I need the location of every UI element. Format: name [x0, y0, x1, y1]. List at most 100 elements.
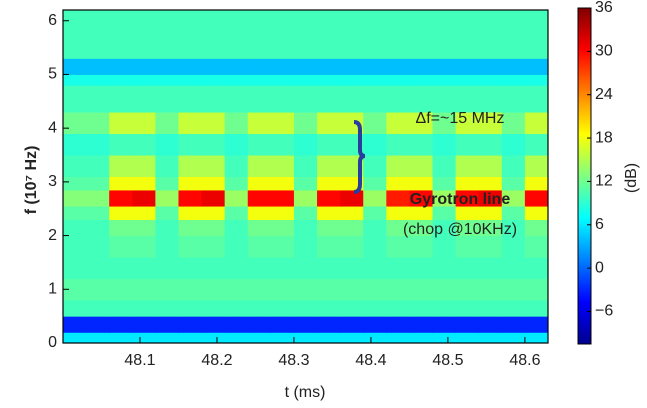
heatmap-cell — [478, 257, 503, 280]
heatmap-cell — [363, 10, 387, 38]
heatmap-cell — [132, 85, 156, 113]
heatmap-cell — [270, 235, 295, 258]
heatmap-cell — [293, 206, 318, 220]
heatmap-cell — [478, 85, 503, 113]
heatmap-cell — [247, 10, 272, 38]
heatmap-cell — [86, 206, 110, 220]
heatmap-cell — [63, 332, 87, 344]
heatmap-cell — [432, 112, 457, 135]
heatmap-cell — [270, 278, 295, 301]
heatmap-cell — [455, 219, 480, 237]
heatmap-cell — [224, 219, 249, 237]
heatmap-cell — [409, 58, 434, 75]
brace — [353, 120, 366, 194]
heatmap-cell — [432, 278, 457, 301]
heatmap-cell — [270, 74, 295, 86]
heatmap-cell — [178, 257, 203, 280]
heatmap-cell — [132, 300, 156, 317]
heatmap-cell — [224, 189, 249, 207]
heatmap-cell — [224, 58, 249, 75]
heatmap-cell — [247, 58, 272, 75]
heatmap-cell — [340, 189, 364, 207]
heatmap-cell — [63, 189, 87, 207]
heatmap-cell — [524, 332, 549, 344]
heatmap-cell — [432, 219, 457, 237]
heatmap-cell — [501, 257, 526, 280]
heatmap-cell — [63, 85, 87, 113]
heatmap-cell — [455, 36, 480, 59]
heatmap-cell — [201, 278, 226, 301]
heatmap-cell — [224, 257, 249, 280]
heatmap-cell — [247, 278, 272, 301]
heatmap-cell — [432, 206, 457, 220]
heatmap-cell — [524, 235, 549, 258]
heatmap-cell — [363, 85, 387, 113]
heatmap-cell — [409, 133, 434, 156]
heatmap-cell — [432, 155, 457, 177]
heatmap-cell — [432, 74, 457, 86]
heatmap-cell — [386, 74, 410, 86]
heatmap-cell — [478, 10, 503, 38]
heatmap-cell — [478, 316, 503, 333]
heatmap-cell — [178, 85, 203, 113]
heatmap-cell — [109, 10, 133, 38]
heatmap-cell — [109, 316, 133, 333]
heatmap-cell — [317, 176, 341, 191]
heatmap-cell — [317, 332, 341, 344]
heatmap-cell — [86, 189, 110, 207]
heatmap-cell — [201, 155, 226, 177]
heatmap-cell — [501, 316, 526, 333]
heatmap-cell — [386, 36, 410, 59]
heatmap-cell — [478, 332, 503, 344]
heatmap-cell — [247, 176, 272, 191]
heatmap-cell — [201, 133, 226, 156]
heatmap-cell — [501, 300, 526, 317]
heatmap-cell — [501, 235, 526, 258]
heatmap-cell — [63, 257, 87, 280]
heatmap-cell — [455, 332, 480, 344]
heatmap-cell — [409, 278, 434, 301]
heatmap-cell — [386, 85, 410, 113]
heatmap-cell — [409, 85, 434, 113]
heatmap-cell — [432, 85, 457, 113]
heatmap-cell — [455, 155, 480, 177]
heatmap-cell — [524, 176, 549, 191]
heatmap-cell — [432, 189, 457, 207]
heatmap-cell — [409, 112, 434, 135]
heatmap-cell — [363, 235, 387, 258]
heatmap-cell — [340, 278, 364, 301]
heatmap-cell — [178, 10, 203, 38]
heatmap-cell — [155, 219, 179, 237]
heatmap-cell — [109, 36, 133, 59]
heatmap-cell — [455, 10, 480, 38]
heatmap-cell — [63, 206, 87, 220]
heatmap-cell — [270, 206, 295, 220]
heatmap-cell — [155, 257, 179, 280]
x-tick-label: 48.2 — [201, 352, 232, 369]
heatmap-cell — [63, 58, 87, 75]
heatmap-cell — [317, 316, 341, 333]
heatmap-cell — [270, 155, 295, 177]
heatmap-cell — [178, 278, 203, 301]
heatmap-cell — [109, 206, 133, 220]
heatmap-cell — [178, 206, 203, 220]
heatmap-cell — [63, 36, 87, 59]
heatmap-cell — [363, 112, 387, 135]
heatmap-cell — [86, 133, 110, 156]
heatmap-cell — [386, 278, 410, 301]
heatmap-cell — [501, 155, 526, 177]
heatmap-cell — [363, 58, 387, 75]
heatmap-cell — [109, 219, 133, 237]
heatmap-cell — [455, 74, 480, 86]
heatmap-cell — [132, 155, 156, 177]
heatmap-cell — [247, 219, 272, 237]
heatmap-cell — [247, 332, 272, 344]
heatmap-cell — [178, 300, 203, 317]
heatmap-cell — [86, 332, 110, 344]
heatmap-cell — [340, 10, 364, 38]
heatmap-cell — [178, 219, 203, 237]
heatmap-cell — [501, 219, 526, 237]
heatmap-cell — [293, 112, 318, 135]
heatmap-cell — [386, 206, 410, 220]
heatmap-cell — [201, 10, 226, 38]
